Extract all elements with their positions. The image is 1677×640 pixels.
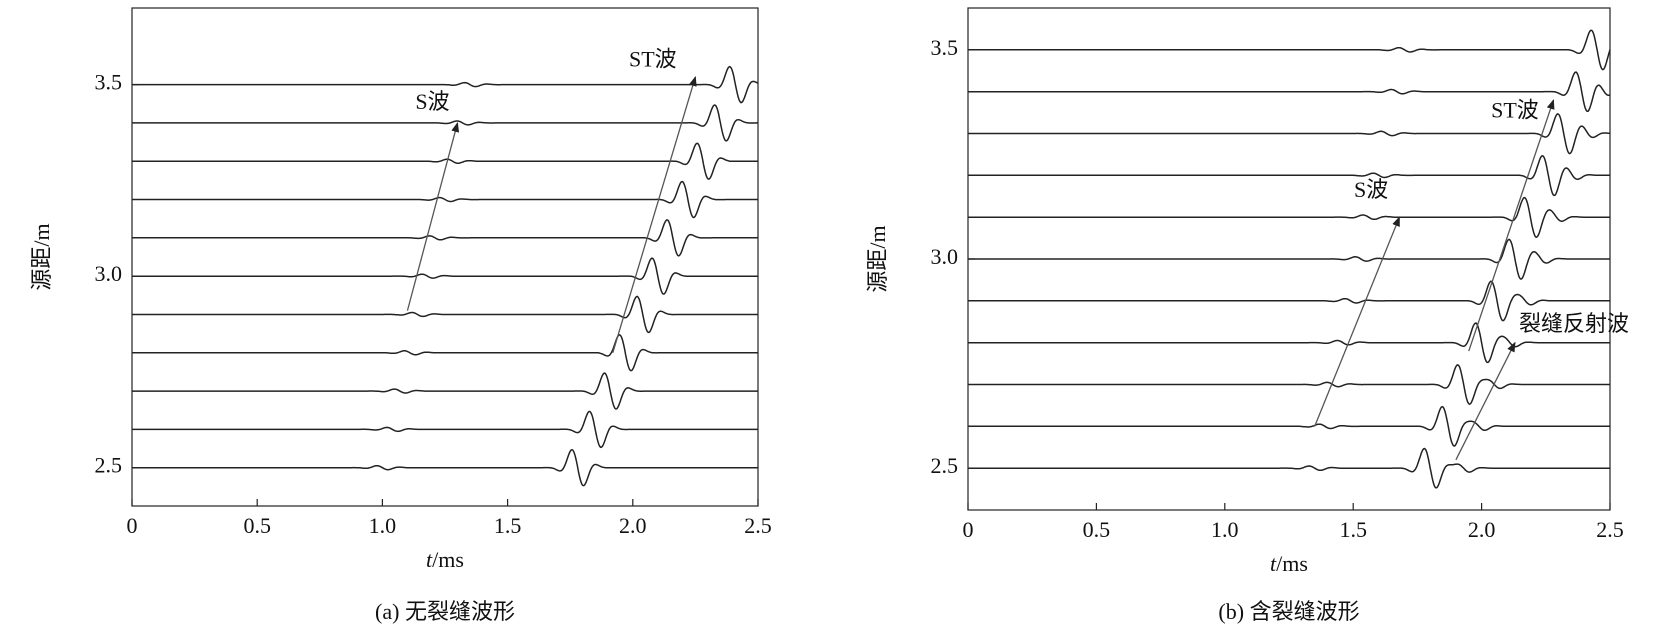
trace: [968, 196, 1610, 239]
x-tick-label: 0: [127, 513, 138, 538]
trace: [132, 448, 758, 487]
trace: [968, 364, 1610, 406]
y-tick-label: 3.0: [95, 261, 123, 286]
x-tick-label: 0.5: [243, 513, 271, 538]
x-tick-label: 2.5: [1596, 517, 1624, 542]
x-axis-unit: /ms: [432, 547, 464, 572]
y-tick-label: 3.0: [931, 244, 959, 269]
annotation-text: S波: [1354, 177, 1388, 202]
x-axis-variable: t: [1270, 551, 1277, 576]
trace: [968, 405, 1610, 447]
x-axis-label: t/ms: [1270, 551, 1308, 576]
x-tick-label: 1.0: [369, 513, 397, 538]
trace: [968, 238, 1610, 280]
annotation-text: ST波: [1491, 98, 1539, 123]
annotation-arrow: [1314, 216, 1401, 427]
trace: [132, 333, 758, 372]
annotation-text: ST波: [629, 47, 677, 72]
trace: [968, 29, 1611, 71]
y-axis-label: 源距/m: [29, 223, 54, 290]
x-tick-label: 0.5: [1083, 517, 1111, 542]
trace: [132, 410, 758, 449]
annotation-arrow: [406, 121, 460, 311]
annotation-arrow: [1468, 99, 1555, 352]
x-axis-unit: /ms: [1276, 551, 1308, 576]
y-tick-label: 2.5: [95, 453, 123, 478]
annotation-text: 裂缝反射波: [1519, 311, 1629, 336]
trace: [132, 372, 758, 410]
trace: [132, 219, 758, 257]
x-tick-label: 2.0: [1468, 517, 1496, 542]
trace: [968, 71, 1611, 113]
plot-frame: [131, 7, 759, 507]
x-tick-label: 1.5: [494, 513, 522, 538]
x-tick-label: 1.5: [1339, 517, 1367, 542]
trace: [968, 155, 1610, 197]
trace: [132, 295, 758, 334]
trace: [968, 322, 1610, 364]
caption: (a) 无裂缝波形: [375, 599, 515, 624]
y-tick-label: 3.5: [931, 35, 959, 60]
x-axis-variable: t: [426, 547, 433, 572]
caption: (b) 含裂缝波形: [1218, 599, 1359, 624]
trace: [132, 180, 758, 219]
trace: [968, 113, 1610, 155]
x-tick-label: 2.0: [619, 513, 647, 538]
y-tick-label: 2.5: [931, 453, 959, 478]
y-axis-label: 源距/m: [865, 225, 890, 292]
annotation-text: S波: [415, 89, 449, 114]
trace: [968, 447, 1610, 489]
annotation-arrow: [1455, 341, 1516, 461]
trace: [968, 280, 1610, 322]
x-axis-label: t/ms: [426, 547, 464, 572]
trace: [132, 257, 758, 295]
y-tick-label: 3.5: [95, 70, 123, 95]
x-tick-label: 1.0: [1211, 517, 1239, 542]
x-tick-label: 2.5: [744, 513, 772, 538]
x-tick-label: 0: [963, 517, 974, 542]
annotation-arrow: [612, 75, 697, 353]
trace: [132, 142, 758, 181]
trace: [132, 104, 758, 142]
trace: [132, 65, 759, 104]
